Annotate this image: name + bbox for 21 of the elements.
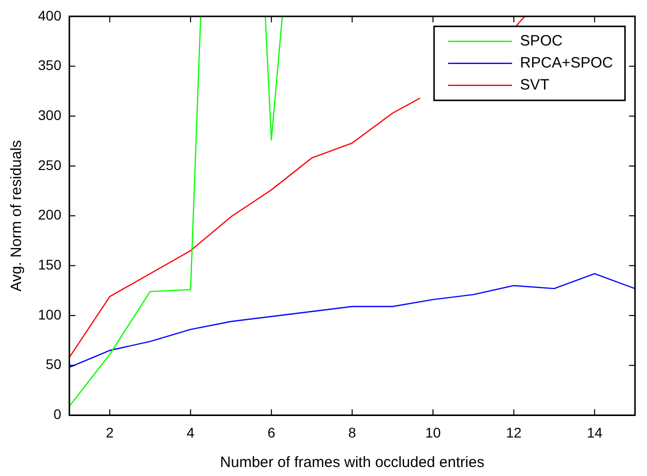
y-axis-title: Avg. Norm of residuals — [8, 140, 26, 292]
x-tick-label: 10 — [425, 424, 441, 440]
y-tick-label: 250 — [38, 156, 62, 173]
y-tick-label: 350 — [38, 57, 62, 74]
legend-label: SPOC — [520, 32, 563, 50]
x-tick-label: 14 — [586, 424, 603, 440]
y-tick-label: 400 — [38, 7, 62, 24]
y-tick-label: 50 — [46, 356, 62, 372]
y-tick-label: 150 — [38, 256, 62, 273]
y-tick-label: 200 — [38, 206, 62, 223]
x-tick-label: 8 — [348, 424, 356, 440]
x-tick-label: 4 — [186, 424, 195, 440]
x-tick-label: 2 — [106, 424, 114, 440]
x-axis-title: Number of frames with occluded entries — [220, 454, 484, 472]
x-tick-label: 6 — [267, 424, 276, 440]
legend-label: SVT — [520, 76, 550, 94]
y-tick-label: 300 — [38, 106, 62, 123]
y-tick-label: 100 — [38, 306, 62, 322]
y-tick-label: 0 — [54, 406, 62, 422]
legend-label: RPCA+SPOC — [520, 54, 614, 72]
x-tick-label: 12 — [506, 424, 522, 440]
